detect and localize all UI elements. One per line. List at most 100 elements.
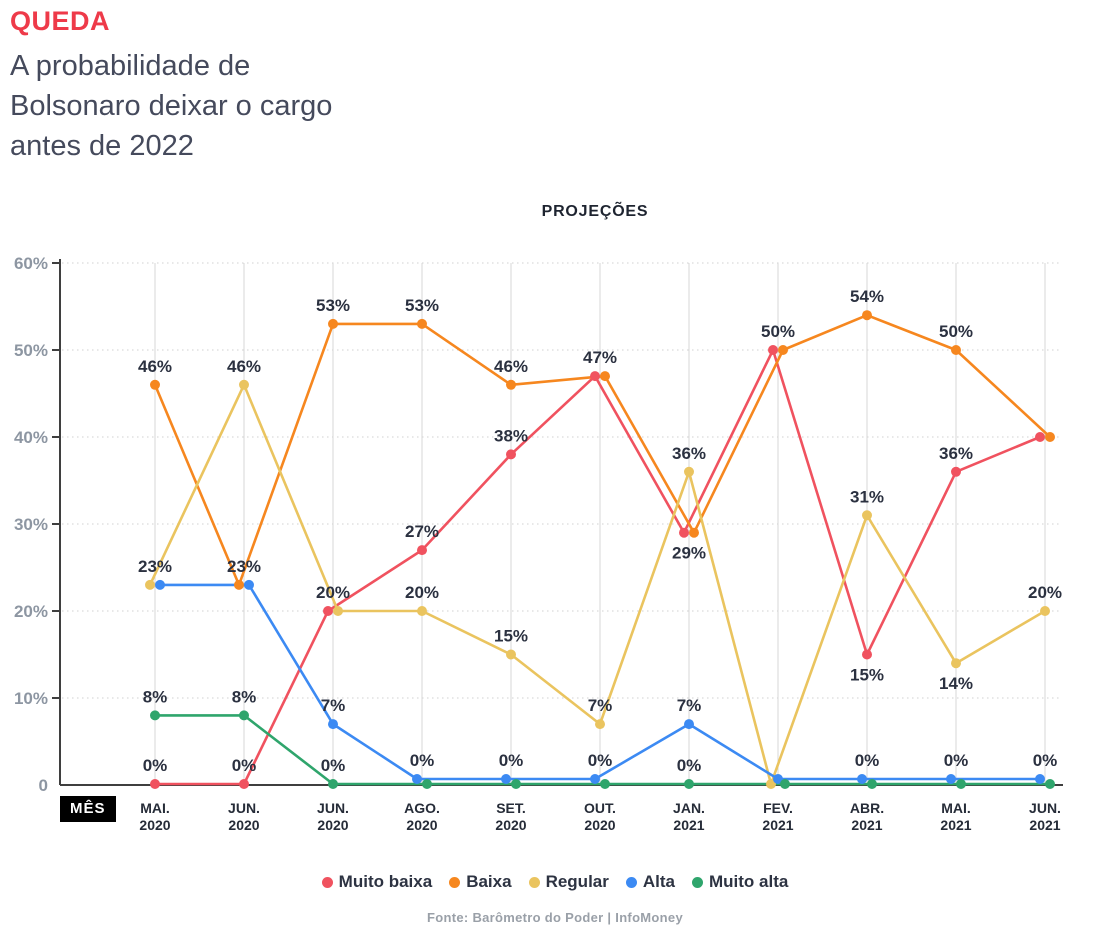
point-label: 20% — [316, 583, 350, 602]
point-label: 7% — [588, 696, 613, 715]
data-point-baixa-5 — [600, 371, 610, 382]
data-point-muito_baixa-4 — [506, 449, 516, 460]
data-point-alta-4 — [501, 774, 511, 784]
legend-item-alta[interactable]: Alta — [625, 872, 675, 892]
point-label: 47% — [583, 348, 617, 367]
month-label: MAI. 2020 — [139, 800, 170, 833]
data-point-alta-1 — [244, 579, 254, 590]
data-point-muito_baixa-8 — [862, 649, 872, 660]
data-point-baixa-0 — [150, 379, 160, 390]
legend-item-baixa[interactable]: Baixa — [449, 872, 512, 892]
data-point-muito_alta-6 — [684, 779, 694, 789]
data-point-muito_alta-10 — [1045, 779, 1055, 789]
series-dots-alta — [155, 579, 1045, 784]
legend-label: Baixa — [466, 872, 512, 891]
data-point-regular-5 — [595, 719, 605, 730]
month-label: AGO. 2020 — [404, 800, 440, 833]
data-point-baixa-2 — [328, 318, 338, 329]
point-label: 8% — [143, 687, 168, 706]
month-label: JUN. 2020 — [317, 800, 349, 833]
legend-item-muito_baixa[interactable]: Muito baixa — [321, 872, 433, 892]
svg-text:30%: 30% — [14, 515, 48, 534]
data-point-regular-9 — [951, 658, 961, 669]
source-credit: Fonte: Barômetro do Poder | InfoMoney — [427, 910, 683, 925]
kicker-title: QUEDA — [10, 6, 111, 36]
point-label: 0% — [143, 756, 168, 775]
month-label: JUN. 2021 — [1029, 800, 1061, 833]
data-point-regular-10 — [1040, 606, 1050, 616]
point-label: 27% — [405, 522, 439, 541]
point-label: 0% — [855, 751, 880, 770]
month-label: SET. 2020 — [495, 800, 526, 833]
data-point-baixa-6 — [689, 527, 699, 538]
series-line-muito_baixa — [153, 348, 1042, 786]
point-label: 53% — [405, 296, 439, 315]
legend-item-regular[interactable]: Regular — [528, 872, 609, 892]
point-label: 36% — [672, 444, 706, 463]
point-label: 46% — [494, 357, 528, 376]
data-point-alta-10 — [1035, 774, 1045, 784]
point-label: 50% — [761, 322, 795, 341]
point-label: 0% — [588, 751, 613, 770]
data-point-muito_alta-8 — [867, 779, 877, 789]
point-label: 20% — [1028, 583, 1062, 602]
chart-legend: Muito baixa Baixa Regular Alta Muito alta — [0, 872, 1110, 892]
data-point-muito_alta-2 — [328, 779, 338, 789]
point-label: 14% — [939, 674, 973, 693]
point-label: 0% — [232, 756, 257, 775]
legend-dot-icon — [691, 876, 703, 888]
svg-text:20%: 20% — [14, 602, 48, 621]
data-point-alta-6 — [684, 719, 694, 730]
data-point-baixa-9 — [951, 345, 961, 355]
header: QUEDA A probabilidade de Bolsonaro deixa… — [10, 6, 340, 166]
point-label: 31% — [850, 487, 884, 506]
legend-dot-icon — [449, 876, 461, 888]
data-point-alta-0 — [155, 579, 165, 590]
data-point-muito_baixa-9 — [951, 466, 961, 477]
series-dots-baixa — [150, 310, 1055, 590]
point-label: 54% — [850, 287, 884, 306]
data-point-muito_alta-4 — [511, 779, 521, 789]
data-point-muito_baixa-0 — [150, 779, 160, 789]
data-point-alta-2 — [328, 719, 338, 730]
month-label: FEV. 2021 — [762, 800, 793, 833]
chart-title: PROJEÇÕES — [541, 203, 649, 220]
data-point-muito_baixa-5 — [590, 371, 600, 382]
point-label: 50% — [939, 322, 973, 341]
point-label: 7% — [321, 696, 346, 715]
data-point-muito_alta-9 — [956, 779, 966, 789]
page-subtitle: A probabilidade de Bolsonaro deixar o ca… — [10, 50, 333, 163]
point-labels: 46% 23% 8% 0% 46% 23% 8% 0% 53% 20% 7% 0% 53% 27% 20% 0… — [138, 287, 1062, 775]
data-point-baixa-8 — [862, 310, 872, 321]
data-point-baixa-7 — [778, 345, 788, 355]
svg-text:50%: 50% — [14, 341, 48, 360]
data-point-muito_baixa-1 — [239, 779, 249, 789]
series-dots-regular — [145, 379, 1050, 789]
point-label: 0% — [1033, 751, 1058, 770]
point-label: 38% — [494, 426, 528, 445]
data-point-alta-5 — [590, 774, 600, 784]
data-point-regular-2 — [333, 606, 343, 616]
data-point-muito_baixa-2 — [323, 606, 333, 616]
point-label: 8% — [232, 687, 257, 706]
legend-item-muito_alta[interactable]: Muito alta — [691, 872, 789, 892]
data-point-baixa-10 — [1045, 432, 1055, 442]
svg-text:0: 0 — [39, 776, 48, 795]
svg-text:60%: 60% — [14, 254, 48, 273]
data-point-alta-7 — [773, 774, 783, 784]
data-point-muito_alta-0 — [150, 710, 160, 721]
x-axis-label-badge: MÊS — [60, 796, 116, 822]
legend-dot-icon — [321, 876, 333, 888]
month-label: JUN. 2020 — [228, 800, 260, 833]
legend-label: Muito alta — [708, 872, 789, 891]
legend-dot-icon — [528, 876, 540, 888]
legend-dot-icon — [625, 876, 637, 888]
legend-label: Muito baixa — [338, 872, 433, 891]
series-dots-muito_alta — [150, 710, 1055, 789]
point-label: 0% — [677, 756, 702, 775]
data-point-muito_alta-7 — [780, 779, 790, 789]
month-label: OUT. 2020 — [584, 800, 616, 833]
data-point-regular-3 — [417, 606, 427, 616]
point-label: 46% — [227, 357, 261, 376]
